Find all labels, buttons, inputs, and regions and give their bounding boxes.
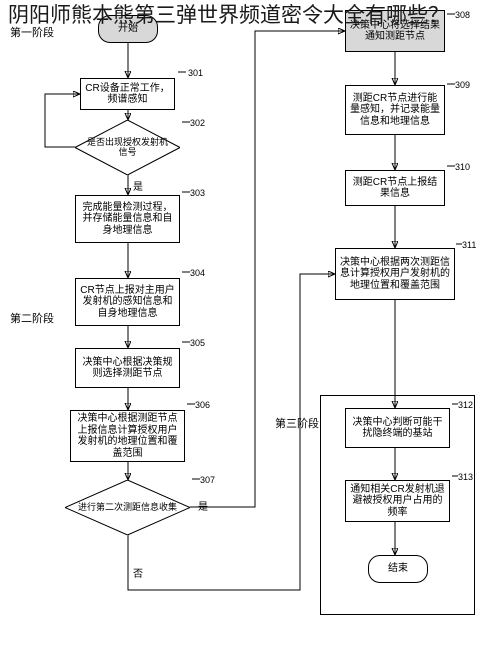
node-305: 决策中心根据决策规则选择测距节点 [75, 348, 180, 388]
step-312: 312 [458, 400, 473, 410]
step-305: 305 [190, 338, 205, 348]
phase-2-label: 第二阶段 [10, 310, 54, 326]
edge-yes-307: 是 [198, 498, 208, 513]
node-310: 测距CR节点上报结果信息 [345, 170, 445, 206]
step-311: 311 [462, 240, 476, 250]
step-304: 304 [190, 268, 205, 278]
step-313: 313 [458, 472, 473, 482]
decision-302: 是否出现授权发射机信号 [75, 120, 180, 175]
edge-yes-302: 是 [133, 178, 143, 193]
node-304: CR节点上报对主用户发射机的感知信息和自身地理信息 [75, 278, 180, 326]
step-307: 307 [200, 475, 215, 485]
node-301: CR设备正常工作，频谱感知 [80, 78, 175, 110]
flowchart-diagram: 阴阳师熊本熊第三弹世界频道密令大全有哪些？ 第一阶段 第二阶段 第三阶段 开始 … [0, 0, 500, 645]
end-node: 结束 [368, 555, 428, 583]
step-303: 303 [190, 188, 205, 198]
page-title: 阴阳师熊本熊第三弹世界频道密令大全有哪些？ [8, 2, 449, 30]
step-306: 306 [195, 400, 210, 410]
decision-302-text: 是否出现授权发射机信号 [75, 120, 180, 175]
node-306: 决策中心根据测距节点上报信息计算授权用户发射机的地理位置和覆盖范围 [70, 410, 185, 462]
step-308: 308 [455, 10, 470, 20]
decision-307: 进行第二次测距信息收集 [65, 480, 190, 535]
node-309: 测距CR节点进行能量感知，并记录能量信息和地理信息 [345, 85, 445, 135]
step-302: 302 [190, 118, 205, 128]
step-310: 310 [455, 162, 470, 172]
edge-no-307: 否 [133, 565, 143, 580]
phase-3-label: 第三阶段 [275, 415, 319, 431]
step-301: 301 [188, 68, 203, 78]
node-312: 决策中心判断可能干扰隐终端的基站 [345, 408, 450, 448]
step-309: 309 [455, 80, 470, 90]
decision-307-text: 进行第二次测距信息收集 [65, 480, 190, 535]
node-313: 通知相关CR发射机退避被授权用户占用的频率 [345, 480, 450, 522]
node-303: 完成能量检测过程，并存储能量信息和自身地理信息 [75, 195, 180, 243]
node-311: 决策中心根据两次测距信息计算授权用户发射机的地理位置和覆盖范围 [335, 248, 455, 300]
